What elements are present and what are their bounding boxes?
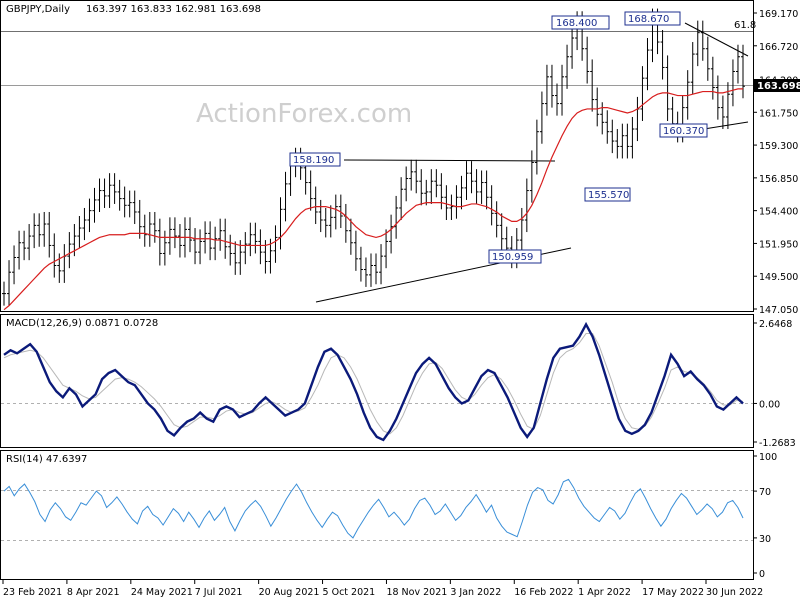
x-tick-label: 16 Feb 2022	[514, 587, 573, 598]
watermark: ActionForex.com	[196, 99, 412, 129]
rsi-y-axis: 100 70 30 0	[753, 452, 777, 580]
current-price-text: 163.698	[757, 81, 800, 92]
symbol-label: GBPJPY,Daily	[6, 4, 70, 15]
x-axis: 23 Feb 2021 8 Apr 2021 24 May 2021 7 Jul 20…	[2, 580, 763, 598]
macd-tick-label: 0.00	[759, 399, 780, 410]
annotation-150-959: 150.959	[488, 249, 542, 264]
price-tick-label: 169.170	[759, 9, 798, 20]
x-tick-label: 24 May 2021	[131, 587, 193, 598]
annotation-158-190: 158.190	[289, 152, 341, 167]
x-tick-label: 7 Jul 2021	[195, 587, 243, 598]
annotation-text: 168.400	[556, 18, 597, 29]
annotation-text: 160.370	[663, 126, 704, 137]
ohlc-values: 163.397 163.833 162.981 163.698	[86, 4, 261, 15]
macd-y-axis: 2.6468 0.00 -1.2683	[753, 319, 796, 449]
x-tick-label: 8 Apr 2021	[67, 587, 120, 598]
current-price-tag: 163.698	[754, 79, 800, 92]
annotation-160-370: 160.370	[659, 123, 708, 138]
annotation-168-400: 168.400	[551, 15, 610, 30]
rsi-tick-label: 70	[759, 487, 771, 498]
macd-signal-line	[3, 333, 744, 435]
price-y-axis: 169.170166.720164.200161.750159.300156.8…	[753, 9, 798, 316]
macd-line	[3, 321, 744, 442]
price-tick-label: 159.300	[759, 141, 798, 152]
price-tick-label: 154.400	[759, 207, 798, 218]
annotation-text: 155.570	[588, 190, 629, 201]
rsi-tick-label: 0	[759, 569, 765, 580]
macd-tick-label: 2.6468	[759, 319, 792, 330]
annotation-155-570: 155.570	[584, 187, 631, 202]
price-bars	[2, 8, 745, 306]
x-tick-label: 1 Apr 2022	[578, 587, 631, 598]
annotation-168-670: 168.670	[624, 11, 681, 26]
trendline-upper	[343, 159, 556, 162]
macd-tick-label: -1.2683	[759, 438, 796, 449]
moving-average-line	[3, 88, 743, 311]
fib-label: 61.8	[734, 20, 756, 31]
price-tick-label: 151.950	[759, 239, 798, 250]
macd-header: MACD(12,26,9) 0.0871 0.0728	[6, 318, 158, 329]
annotation-text: 150.959	[492, 252, 533, 263]
rsi-tick-label: 30	[759, 534, 771, 545]
x-tick-label: 3 Jan 2022	[450, 587, 501, 598]
x-tick-label: 30 Jun 2022	[706, 587, 763, 598]
rsi-header: RSI(14) 47.6397	[6, 454, 87, 465]
annotation-text: 168.670	[628, 14, 669, 25]
x-tick-label: 5 Oct 2021	[323, 587, 376, 598]
x-tick-label: 20 Aug 2021	[259, 587, 320, 598]
x-tick-label: 23 Feb 2021	[3, 587, 62, 598]
annotation-text: 158.190	[293, 155, 334, 166]
rsi-line	[3, 478, 744, 539]
price-tick-label: 149.500	[759, 272, 798, 283]
rsi-tick-label: 100	[759, 452, 777, 463]
price-tick-label: 166.720	[759, 42, 798, 53]
price-tick-label: 156.850	[759, 174, 798, 185]
price-tick-label: 147.050	[759, 305, 798, 316]
x-tick-label: 18 Nov 2021	[386, 587, 447, 598]
price-tick-label: 161.750	[759, 108, 798, 119]
x-tick-label: 17 May 2022	[642, 587, 704, 598]
price-panel-frame	[0, 0, 754, 312]
rsi-panel-frame	[0, 450, 754, 580]
